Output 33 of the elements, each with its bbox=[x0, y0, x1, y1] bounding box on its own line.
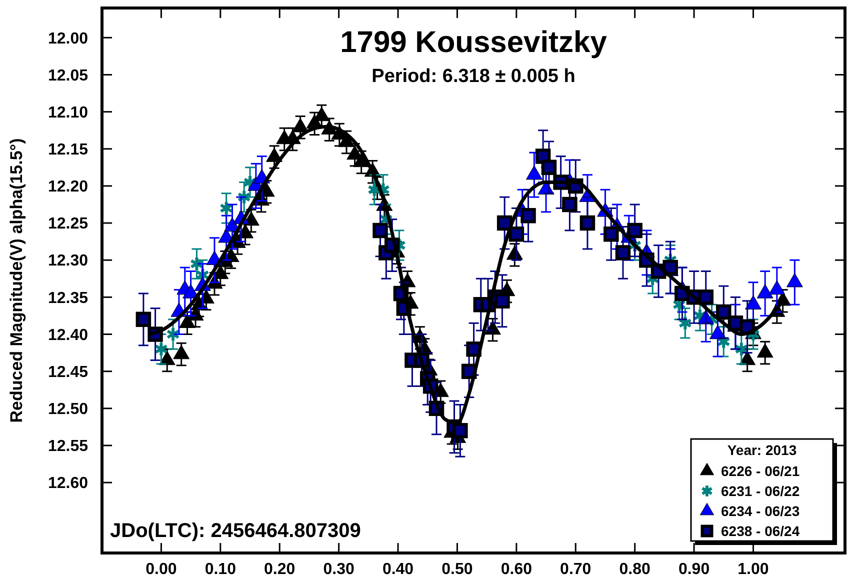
x-tick-label: 0.10 bbox=[204, 561, 236, 578]
x-tick-label: 1.00 bbox=[738, 561, 769, 578]
y-tick-label: 12.05 bbox=[48, 67, 88, 84]
x-tick-label: 0.50 bbox=[442, 561, 473, 578]
x-tick-label: 0.20 bbox=[264, 561, 296, 578]
x-tick-label: 0.80 bbox=[619, 561, 650, 578]
y-axis-title: Reduced Magnitude(V) alpha(15.5°) bbox=[7, 138, 26, 423]
y-tick-label: 12.50 bbox=[48, 401, 88, 418]
y-tick-label: 12.15 bbox=[48, 141, 88, 158]
text: 1799 Koussevitzky bbox=[340, 26, 608, 59]
x-tick-label: 0.70 bbox=[560, 561, 592, 578]
y-tick-label: 12.20 bbox=[48, 178, 88, 196]
x-tick-label: 0.90 bbox=[678, 561, 710, 578]
y-tick-label: 12.60 bbox=[48, 475, 88, 492]
x-tick-label: 0.60 bbox=[500, 561, 532, 578]
x-tick-label: 0.30 bbox=[323, 561, 354, 578]
legend-label: 6234 - 06/23 bbox=[721, 503, 800, 519]
text: Period: 6.318 ± 0.005 h bbox=[372, 66, 576, 87]
y-tick-label: 12.55 bbox=[48, 438, 88, 456]
legend-title: Year: 2013 bbox=[727, 442, 797, 458]
legend-label: 6226 - 06/21 bbox=[721, 463, 800, 479]
y-tick-label: 12.40 bbox=[48, 326, 88, 344]
legend-label: 6238 - 06/24 bbox=[721, 523, 800, 539]
y-tick-label: 12.35 bbox=[48, 290, 88, 307]
y-tick-label: 12.30 bbox=[48, 252, 88, 270]
annotation: JDo(LTC): 2456464.807309 bbox=[110, 520, 361, 542]
legend-label: 6231 - 06/22 bbox=[721, 483, 800, 499]
y-tick-label: 12.25 bbox=[48, 216, 88, 233]
y-tick-label: 12.00 bbox=[48, 30, 88, 48]
x-tick-label: 0.00 bbox=[146, 561, 177, 578]
y-tick-label: 12.10 bbox=[48, 104, 88, 122]
y-tick-label: 12.45 bbox=[48, 364, 88, 381]
x-tick-label: 0.40 bbox=[382, 561, 414, 578]
